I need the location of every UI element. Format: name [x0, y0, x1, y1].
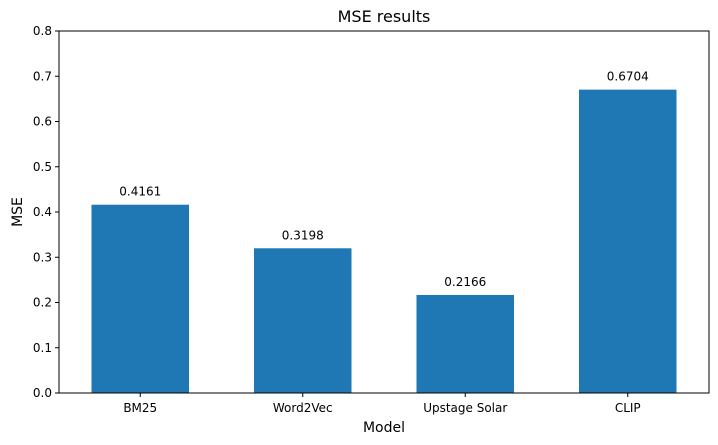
- plot-area: 0.4161 BM25 0.3198 Word2Vec 0.2166 Upstage So…: [33, 24, 710, 415]
- bar-word2vec: [254, 248, 352, 393]
- bar-clip: [579, 89, 677, 394]
- y-tick-label: 0.3: [33, 250, 52, 264]
- x-tick-label: Word2Vec: [273, 401, 333, 415]
- bar-upstage-solar: [416, 294, 514, 393]
- y-tick-label: 0.6: [33, 115, 52, 129]
- y-tick-label: 0.1: [33, 341, 52, 355]
- y-tick-label: 0.8: [33, 24, 52, 38]
- y-tick-label: 0.2: [33, 296, 52, 310]
- y-tick-label: 0.7: [33, 69, 52, 83]
- x-tick-label: BM25: [123, 401, 157, 415]
- x-tick-label: Upstage Solar: [423, 401, 507, 415]
- plot-frame: [58, 30, 710, 394]
- x-axis-label: Model: [363, 420, 405, 436]
- bar-value-label: 0.6704: [607, 70, 649, 84]
- y-axis-label: MSE: [10, 197, 26, 227]
- bar-value-label: 0.3198: [282, 228, 324, 242]
- bar-bm25: [91, 204, 189, 393]
- y-tick-label: 0.4: [33, 205, 52, 219]
- chart-title: MSE results: [338, 7, 431, 26]
- x-tick-label: CLIP: [615, 401, 641, 415]
- y-tick-label: 0.0: [33, 386, 52, 400]
- bar-value-label: 0.4161: [119, 185, 161, 199]
- y-tick-label: 0.5: [33, 160, 52, 174]
- bar-value-label: 0.2166: [444, 275, 486, 289]
